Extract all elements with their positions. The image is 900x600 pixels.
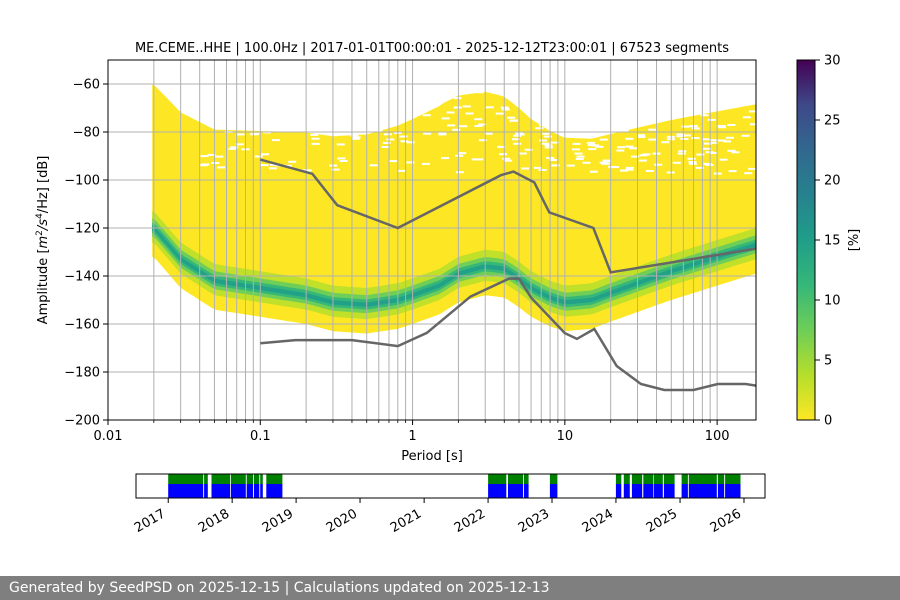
psd-sparse-cells [199,91,756,175]
colorbar-tick-label-1: 5 [824,354,832,369]
grid-lines [108,60,756,420]
colorbar-tick-label-0: 0 [824,414,832,429]
timeline-data-segment-16 [653,484,663,498]
timeline-data-segment-15 [643,484,654,498]
timeline-tick-label-0: 2017 [132,506,168,536]
timeline-tick-label-6: 2023 [516,506,552,536]
nlnm-curve [260,277,756,392]
timeline-calc-segment-0 [168,474,204,484]
timeline-calc-segment-21 [725,474,741,484]
psd-figure: ME.CEME..HHE | 100.0Hz | 2017-01-01T00:0… [35,41,862,536]
timeline-calc-segment-18 [681,474,688,484]
timeline-calc-segment-15 [643,474,654,484]
x-tick-label-2: 1 [408,429,416,444]
colorbar-tick-label-2: 10 [824,294,841,309]
colorbar-label: [%] [847,229,862,252]
y-tick-label-5: −100 [64,174,100,189]
x-tick-label-3: 10 [557,429,574,444]
y-tick-label-7: −60 [73,78,100,93]
timeline-tick-label-8: 2025 [644,506,680,536]
timeline-data-segment-13 [623,484,630,498]
timeline-calc-segment-11 [549,474,558,484]
timeline-data-segment-6 [260,484,263,498]
timeline-year-ticks: 2017 2018 2019 2020 2021 2022 2023 2024 2025 2026 [132,498,745,536]
y-tick-label-4: −120 [64,222,100,237]
timeline-calc-segment-1 [204,474,208,484]
colorbar [796,59,816,421]
timeline-calc-segment-13 [623,474,630,484]
timeline-calc-segment-14 [631,474,643,484]
colorbar-tick-label-3: 15 [824,234,841,249]
data-availability-timeline [168,474,741,498]
colorbar-ticks: 0 5 10 15 20 25 30 [815,54,841,429]
y-tick-label-3: −140 [64,270,100,285]
timeline-data-segment-9 [508,484,524,498]
timeline-calc-segment-20 [717,474,725,484]
timeline-data-segment-18 [681,484,688,498]
nhnm-curve [259,158,756,274]
timeline-calc-segment-5 [253,474,260,484]
x-tick-label-4: 100 [705,429,730,444]
timeline-frame [135,473,766,499]
timeline-tick-label-7: 2024 [580,506,616,536]
x-tick-label-1: 0.1 [250,429,271,444]
timeline-calc-segment-3 [230,474,246,484]
timeline-calc-segment-17 [663,474,675,484]
timeline-data-segment-21 [725,484,741,498]
timeline-tick-label-3: 2020 [324,506,360,536]
timeline-data-segment-1 [204,484,208,498]
timeline-calc-segment-6 [260,474,263,484]
timeline-data-segment-20 [717,484,725,498]
x-axis-label: Period [s] [401,449,463,464]
x-axis-ticks: 0.01 0.1 1 10 100 [94,420,730,444]
timeline-data-segment-5 [253,484,260,498]
timeline-data-segment-2 [211,484,231,498]
timeline-data-segment-17 [663,484,675,498]
timeline-calc-segment-9 [508,474,524,484]
y-tick-label-6: −80 [73,126,100,141]
psd-range-fill [152,84,756,334]
timeline-data-segment-14 [631,484,643,498]
timeline-calc-segment-7 [266,474,283,484]
timeline-calc-segment-19 [688,474,717,484]
heatmap-layer [108,60,756,420]
timeline-calc-segment-10 [524,474,529,484]
chart-title: ME.CEME..HHE | 100.0Hz | 2017-01-01T00:0… [135,41,729,56]
colorbar-tick-label-5: 25 [824,114,841,129]
timeline-tick-label-5: 2022 [452,506,488,536]
y-tick-label-0: −200 [64,414,100,429]
noise-models [259,158,756,392]
y-axis-label: Amplitude [m2/s4/Hz] [dB] [35,156,51,325]
timeline-data-segment-19 [688,484,717,498]
timeline-data-segment-4 [246,484,253,498]
timeline-tick-label-9: 2026 [708,506,744,536]
y-tick-label-1: −180 [64,366,100,381]
timeline-calc-segment-16 [653,474,663,484]
timeline-calc-segment-4 [246,474,253,484]
colorbar-tick-label-6: 30 [824,54,841,69]
timeline-tick-label-2: 2019 [260,506,296,536]
timeline-data-segment-8 [488,484,507,498]
y-axis-ticks: −200 −180 −160 −140 −120 −100 −80 −60 [64,78,108,429]
timeline-data-segment-12 [615,484,622,498]
timeline-data-segment-3 [230,484,246,498]
footer-note: Generated by SeedPSD on 2025-12-15 | Cal… [0,576,900,600]
timeline-tick-label-1: 2018 [196,506,232,536]
x-tick-label-0: 0.01 [94,429,123,444]
colorbar-tick-label-4: 20 [824,174,841,189]
timeline-calc-segment-12 [615,474,622,484]
y-tick-label-2: −160 [64,318,100,333]
timeline-data-segment-0 [168,484,204,498]
plot-frame [107,59,757,421]
timeline-data-segment-10 [524,484,529,498]
timeline-data-segment-11 [549,484,558,498]
timeline-tick-label-4: 2021 [388,506,424,536]
timeline-calc-segment-8 [488,474,507,484]
timeline-calc-segment-2 [211,474,231,484]
timeline-data-segment-7 [266,484,283,498]
